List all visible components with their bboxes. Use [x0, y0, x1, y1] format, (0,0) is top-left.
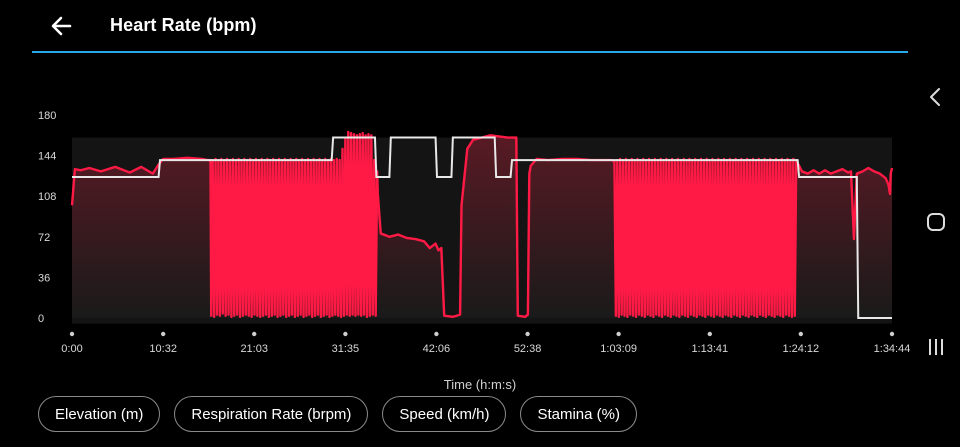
arrow-left-icon	[51, 16, 72, 36]
zone-step-line	[71, 136, 892, 319]
x-tick-label: 10:32	[149, 343, 177, 355]
x-tick-dot	[434, 331, 439, 337]
x-tick-dot	[252, 331, 257, 337]
rounded-square-icon	[927, 213, 945, 231]
x-tick-label: 42:06	[423, 343, 451, 355]
x-tick-dot	[707, 331, 712, 337]
page-title: Heart Rate (bpm)	[110, 15, 257, 35]
chevron-left-icon	[930, 88, 940, 106]
three-bars-icon	[929, 339, 943, 355]
x-tick-dot	[889, 331, 895, 337]
app-bar: Heart Rate (bpm)	[0, 0, 910, 54]
y-tick-label: 36	[38, 272, 50, 284]
x-tick-label: 52:38	[514, 343, 542, 355]
x-tick-dot	[616, 331, 621, 337]
x-axis-title: Time (h:m:s)	[443, 377, 517, 392]
chip-speed[interactable]: Speed (km/h)	[382, 396, 507, 432]
x-tick-label: 1:34:44	[874, 343, 910, 355]
x-axis: 0:00 10:32 21:03 31:35 42:06 52:38 1:03:09 1:13…	[61, 331, 910, 355]
x-tick-label: 21:03	[240, 343, 268, 355]
x-tick-label: 1:13:41	[691, 343, 728, 355]
system-recents-button[interactable]	[923, 334, 949, 360]
y-tick-label: 144	[38, 151, 56, 163]
chip-stamina[interactable]: Stamina (%)	[520, 396, 637, 432]
chip-respiration-rate[interactable]: Respiration Rate (brpm)	[174, 396, 369, 432]
heart-rate-chart: 0 36 72 108 144 180 0:00 10:32 21:03 31:35 42:06 5…	[38, 110, 910, 355]
system-home-button[interactable]	[923, 209, 949, 235]
x-tick-label: 0:00	[61, 343, 82, 355]
x-tick-label: 31:35	[332, 343, 360, 355]
metric-chip-row: Elevation (m) Respiration Rate (brpm) Sp…	[38, 396, 637, 434]
y-tick-label: 108	[38, 191, 56, 203]
system-back-button[interactable]	[923, 84, 949, 110]
x-tick-dot	[160, 331, 166, 337]
x-tick-dot	[525, 331, 530, 337]
x-tick-dot	[69, 331, 75, 337]
x-tick-dot	[343, 331, 348, 337]
y-axis: 0 36 72 108 144 180	[38, 110, 56, 325]
back-button[interactable]	[44, 8, 80, 44]
series-layer	[70, 130, 894, 319]
x-tick-dot	[798, 331, 804, 337]
y-tick-label: 72	[38, 232, 50, 244]
y-tick-label: 180	[38, 110, 56, 122]
system-nav-rail	[910, 0, 960, 447]
x-tick-label: 1:24:12	[782, 343, 819, 355]
y-tick-label: 0	[38, 313, 44, 325]
heart-rate-line	[70, 130, 894, 319]
chip-elevation[interactable]: Elevation (m)	[38, 396, 161, 432]
header-divider	[32, 51, 908, 53]
x-tick-label: 1:03:09	[600, 343, 637, 355]
